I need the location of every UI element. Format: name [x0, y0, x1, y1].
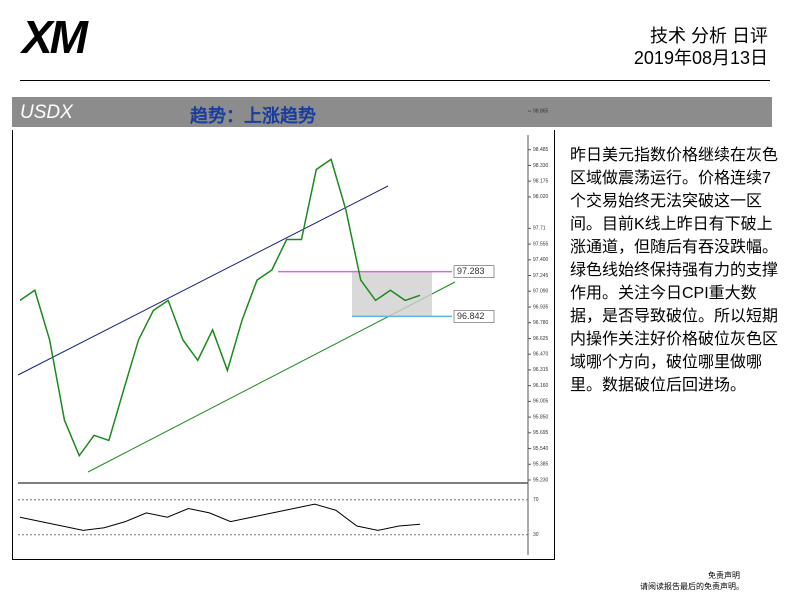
report-date: 2019年08月13日 [633, 48, 768, 68]
banner [12, 97, 772, 127]
y-tick-label: 97.71 [533, 226, 546, 232]
y-tick-label: 98.020 [533, 194, 549, 200]
y-tick-label: 98.330 [533, 163, 549, 169]
symbol: USDX [20, 102, 73, 123]
oscillator-line [19, 503, 421, 531]
y-tick-label: 97.245 [533, 273, 549, 279]
y-tick-label: 95.385 [533, 462, 549, 468]
y-tick-label: 97.555 [533, 241, 549, 247]
commentary: 昨日美元指数价格继续在灰色区域做震荡运行。价格连续7个交易始终无法突破这一区间。… [570, 147, 779, 394]
level-label: 96.842 [457, 311, 485, 321]
osc-tick-label: 30 [533, 532, 539, 538]
range-box [352, 271, 432, 317]
y-tick-label: 96.780 [533, 320, 549, 326]
y-tick-label: 95.695 [533, 430, 549, 436]
y-tick-label: 98.485 [533, 147, 549, 153]
y-tick-label: 95.540 [533, 446, 549, 452]
level-label: 97.283 [457, 266, 485, 276]
chart-frame [12, 130, 555, 560]
disclaimer-note: 请阅读报告最后的免责声明。 [640, 582, 744, 591]
trend: 趋势：上涨趋势 [190, 106, 316, 126]
price-line [19, 158, 421, 458]
y-tick-label: 96.935 [533, 304, 549, 310]
y-tick-label: 96.315 [533, 367, 549, 373]
logo: XM [22, 11, 88, 63]
rule [20, 80, 770, 81]
y-tick-label: 96.625 [533, 336, 549, 342]
y-tick-label: 96.160 [533, 383, 549, 389]
channel-upper [17, 185, 389, 376]
y-tick-label: 98.175 [533, 178, 549, 184]
y-tick-label: 96.005 [533, 399, 549, 405]
report-title: 技术 分析 日评 [649, 26, 768, 46]
level-box [453, 310, 495, 323]
y-tick-label: 98.865 [533, 108, 549, 114]
level-box [453, 265, 495, 278]
y-tick-label: 95.230 [533, 477, 549, 483]
y-tick-label: 95.850 [533, 414, 549, 420]
y-tick-label: 97.400 [533, 257, 549, 263]
disclaimer: 免责声明 [708, 571, 740, 580]
y-tick-label: 96.470 [533, 352, 549, 358]
osc-tick-label: 70 [533, 497, 539, 503]
y-tick-label: 97.090 [533, 289, 549, 295]
